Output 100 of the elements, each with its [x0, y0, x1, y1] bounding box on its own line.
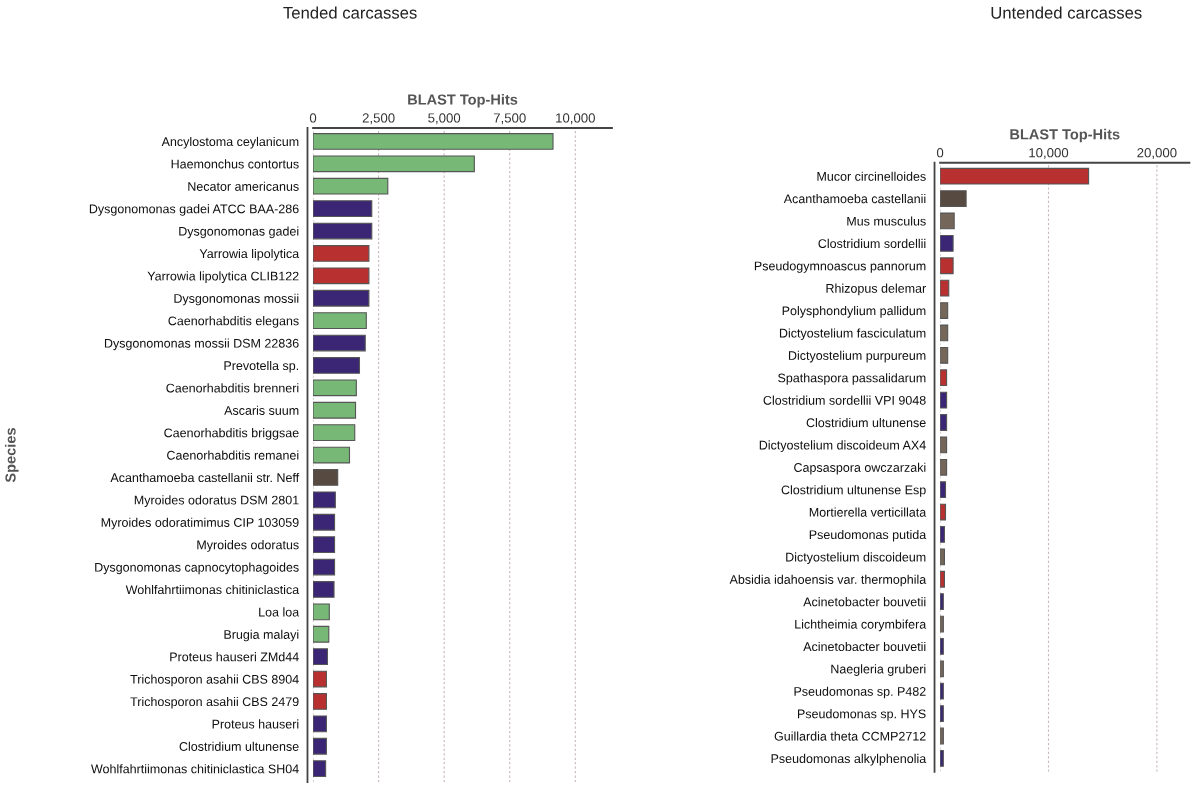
y-tick-label: Caenorhabditis remanei — [167, 450, 299, 460]
bar — [313, 625, 330, 643]
y-tick-label: Brugia malayi — [224, 629, 299, 642]
y-tick-label: Pseudomonas sp. P482 — [794, 686, 926, 699]
y-tick-label: Guillardia theta CCMP2712 — [774, 731, 926, 741]
chart-title: Untended carcasses — [991, 6, 1142, 19]
y-tick-label: Polysphondylium pallidum — [782, 306, 926, 318]
bar — [940, 212, 955, 230]
bar — [313, 536, 336, 554]
bar — [313, 603, 330, 621]
x-tick-label: 0 — [936, 148, 944, 158]
bar — [313, 581, 335, 598]
y-tick-label: Ancylostoma ceylanicum — [161, 136, 299, 149]
bar — [940, 302, 949, 319]
y-tick-label: Clostridium sordellii — [818, 238, 926, 249]
bar — [940, 526, 945, 543]
y-tick-label: Yarrowia lipolytica CLIB122 — [147, 271, 299, 283]
bar — [313, 760, 327, 778]
y-tick-label: Dictyostelium discoideum AX4 — [759, 440, 926, 453]
bar — [313, 558, 336, 576]
bar — [313, 357, 361, 374]
bar — [313, 177, 389, 195]
y-tick-label: Trichosporon asahii CBS 8904 — [130, 674, 299, 687]
bar — [313, 133, 554, 150]
y-tick-label: Pseudomonas putida — [809, 529, 927, 542]
bar — [940, 638, 944, 655]
bar — [940, 324, 949, 342]
bar — [313, 670, 327, 688]
x-tick-label: 10,000 — [556, 113, 595, 125]
y-tick-label: Pseudogymnoascus pannorum — [754, 261, 926, 273]
bar — [313, 424, 356, 442]
bar — [940, 458, 948, 476]
y-tick-label: Naegleria gruberi — [831, 664, 926, 676]
y-tick-label: Clostridium ultunense — [806, 417, 926, 428]
bar — [313, 469, 339, 486]
y-tick-label: Acinetobacter bouvetii — [803, 597, 926, 607]
y-tick-label: Mus musculus — [847, 216, 926, 226]
y-tick-label: Mucor circinelloides — [817, 171, 926, 181]
x-axis-title: BLAST Top-Hits — [1010, 128, 1120, 143]
x-tick-label: 5,000 — [428, 113, 461, 125]
y-tick-label: Caenorhabditis briggsae — [164, 428, 299, 440]
bar — [313, 446, 351, 464]
y-tick-label: Proteus hauseri — [212, 719, 299, 729]
y-tick-label: Loa loa — [259, 607, 300, 617]
bar — [313, 648, 329, 666]
bar — [313, 491, 336, 509]
y-tick-label: Lichtheimia corymbifera — [795, 619, 927, 632]
y-axis-title: Species — [4, 428, 19, 483]
bar — [313, 715, 327, 733]
bar — [313, 312, 367, 330]
y-tick-label: Acanthamoeba castellanii — [783, 194, 926, 204]
bar — [940, 615, 944, 633]
y-tick-label: Capsaspora owczarzaki — [794, 462, 926, 475]
bar — [313, 513, 336, 531]
x-tick-label: 2,500 — [362, 113, 395, 125]
y-tick-label: Myroides odoratus — [197, 540, 299, 552]
y-tick-label: Prevotella sp. — [224, 360, 299, 373]
y-tick-label: Dysgonomonas capnocytophagoides — [95, 562, 299, 575]
y-tick-label: Caenorhabditis brenneri — [166, 383, 299, 393]
y-tick-label: Myroides odoratus DSM 2801 — [134, 495, 299, 507]
x-axis-title: BLAST Top-Hits — [408, 94, 518, 108]
y-tick-label: Dysgonomonas mossii — [174, 293, 299, 306]
y-tick-label: Wohlfahrtiimonas chitiniclastica SH04 — [91, 764, 299, 774]
y-tick-label: Clostridium ultunense — [179, 741, 299, 751]
x-tick-label: 20,000 — [1137, 148, 1177, 159]
bar — [313, 267, 370, 285]
bar — [940, 705, 944, 723]
bar — [940, 167, 1090, 185]
bar — [313, 200, 373, 218]
bar — [940, 570, 945, 588]
bar — [940, 257, 954, 275]
y-tick-label: Acanthamoeba castellanii str. Neff — [110, 472, 300, 483]
y-tick-label: Absidia idahoensis var. thermophila — [729, 574, 927, 587]
y-tick-label: Ascaris suum — [224, 405, 299, 415]
y-tick-label: Wohlfahrtiimonas chitiniclastica — [125, 584, 300, 595]
x-tick-label: 10,000 — [1029, 148, 1069, 159]
y-tick-label: Clostridium ultunense Esp — [781, 485, 926, 497]
y-tick-label: Caenorhabditis elegans — [168, 316, 299, 328]
bar — [313, 155, 475, 173]
y-tick-label: Trichosporon asahii CBS 2479 — [130, 696, 299, 709]
bar — [313, 334, 366, 352]
chart-title: Tended carcasses — [283, 6, 417, 19]
y-tick-label: Spathaspora passalidarum — [778, 373, 926, 385]
y-tick-label: Dysgonomonas mossii DSM 22836 — [104, 338, 299, 351]
y-tick-label: Mortierella verticillata — [809, 507, 927, 517]
bar — [940, 436, 948, 454]
y-tick-label: Dictyostelium discoideum — [786, 552, 926, 564]
bar — [940, 234, 954, 252]
y-tick-label: Pseudomonas sp. HYS — [797, 709, 926, 721]
y-tick-label: Yarrowia lipolytica — [199, 248, 300, 261]
y-tick-label: Dysgonomonas gadei ATCC BAA-286 — [89, 204, 299, 216]
y-tick-label: Proteus hauseri ZMd44 — [170, 652, 299, 662]
bar — [313, 693, 327, 710]
y-tick-label: Haemonchus contortus — [171, 159, 299, 169]
y-tick-label: Clostridium sordellii VPI 9048 — [763, 395, 926, 405]
x-tick-label: 7,500 — [493, 113, 526, 125]
y-tick-label: Dictyostelium purpureum — [788, 350, 926, 363]
y-tick-label: Rhizopus delemar — [826, 283, 926, 296]
bar — [313, 379, 357, 397]
bar — [313, 289, 370, 307]
